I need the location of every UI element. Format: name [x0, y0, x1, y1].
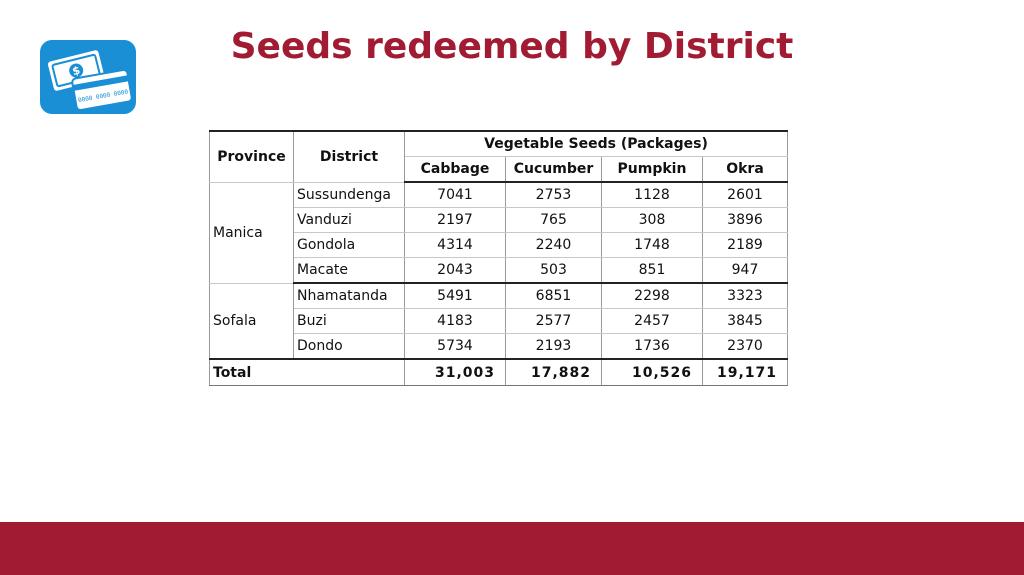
value-cell: 2370: [702, 333, 788, 360]
value-cell: 503: [505, 257, 602, 284]
seeds-table: Province District Vegetable Seeds (Packa…: [209, 130, 788, 386]
value-cell: 851: [601, 257, 703, 284]
province-cell-manica: Manica: [209, 181, 294, 284]
district-cell: Nhamatanda: [293, 282, 405, 309]
column-header-cucumber: Cucumber: [505, 156, 602, 183]
district-cell: Buzi: [293, 308, 405, 334]
money-card-icon: $ 0000 0000 0000: [47, 50, 133, 111]
value-cell: 6851: [505, 282, 602, 309]
province-cell-sofala: Sofala: [209, 282, 294, 360]
value-cell: 2577: [505, 308, 602, 334]
value-cell: 308: [601, 207, 703, 233]
column-header-pumpkin: Pumpkin: [601, 156, 703, 183]
value-cell: 1736: [601, 333, 703, 360]
value-cell: 2601: [702, 181, 788, 208]
value-cell: 2193: [505, 333, 602, 360]
value-cell: 3323: [702, 282, 788, 309]
column-header-cabbage: Cabbage: [404, 156, 506, 183]
value-cell: 5734: [404, 333, 506, 360]
footer-bar: [0, 522, 1024, 575]
value-cell: 1748: [601, 232, 703, 258]
value-cell: 947: [702, 257, 788, 284]
total-value-cell: 10,526: [601, 358, 703, 386]
table-row: Macate 2043 503 851 947: [210, 257, 788, 284]
district-cell: Vanduzi: [293, 207, 405, 233]
total-value-cell: 31,003: [404, 358, 506, 386]
district-header: District: [293, 130, 405, 183]
value-cell: 765: [505, 207, 602, 233]
svg-text:$: $: [71, 64, 82, 78]
column-header-okra: Okra: [702, 156, 788, 183]
district-cell: Dondo: [293, 333, 405, 360]
total-value-cell: 19,171: [702, 358, 788, 386]
value-cell: 5491: [404, 282, 506, 309]
table-row: Gondola 4314 2240 1748 2189: [210, 232, 788, 258]
district-cell: Macate: [293, 257, 405, 284]
value-cell: 4314: [404, 232, 506, 258]
value-cell: 2753: [505, 181, 602, 208]
total-row: Total 31,003 17,882 10,526 19,171: [209, 358, 788, 386]
province-header: Province: [209, 130, 294, 183]
district-cell: Sussundenga: [293, 181, 405, 208]
value-cell: 7041: [404, 181, 506, 208]
value-cell: 2043: [404, 257, 506, 284]
value-cell: 2189: [702, 232, 788, 258]
table-row: Manica Sussundenga 7041 2753 1128 2601: [209, 181, 788, 284]
value-cell: 2240: [505, 232, 602, 258]
total-label: Total: [209, 358, 405, 386]
table-row: Sofala Nhamatanda 5491 6851 2298 3323: [209, 282, 788, 360]
table-row: Vanduzi 2197 765 308 3896: [210, 207, 788, 233]
value-cell: 3896: [702, 207, 788, 233]
table-row: Dondo 5734 2193 1736 2370: [210, 333, 788, 360]
district-cell: Gondola: [293, 232, 405, 258]
table-row: Buzi 4183 2577 2457 3845: [210, 308, 788, 334]
value-cell: 2197: [404, 207, 506, 233]
value-cell: 4183: [404, 308, 506, 334]
logo: $ 0000 0000 0000: [40, 40, 136, 114]
value-cell: 2298: [601, 282, 703, 309]
value-cell: 3845: [702, 308, 788, 334]
value-cell: 1128: [601, 181, 703, 208]
vegetable-seeds-header: Vegetable Seeds (Packages): [404, 130, 788, 157]
value-cell: 2457: [601, 308, 703, 334]
total-value-cell: 17,882: [505, 358, 602, 386]
page-title: Seeds redeemed by District: [230, 26, 794, 67]
